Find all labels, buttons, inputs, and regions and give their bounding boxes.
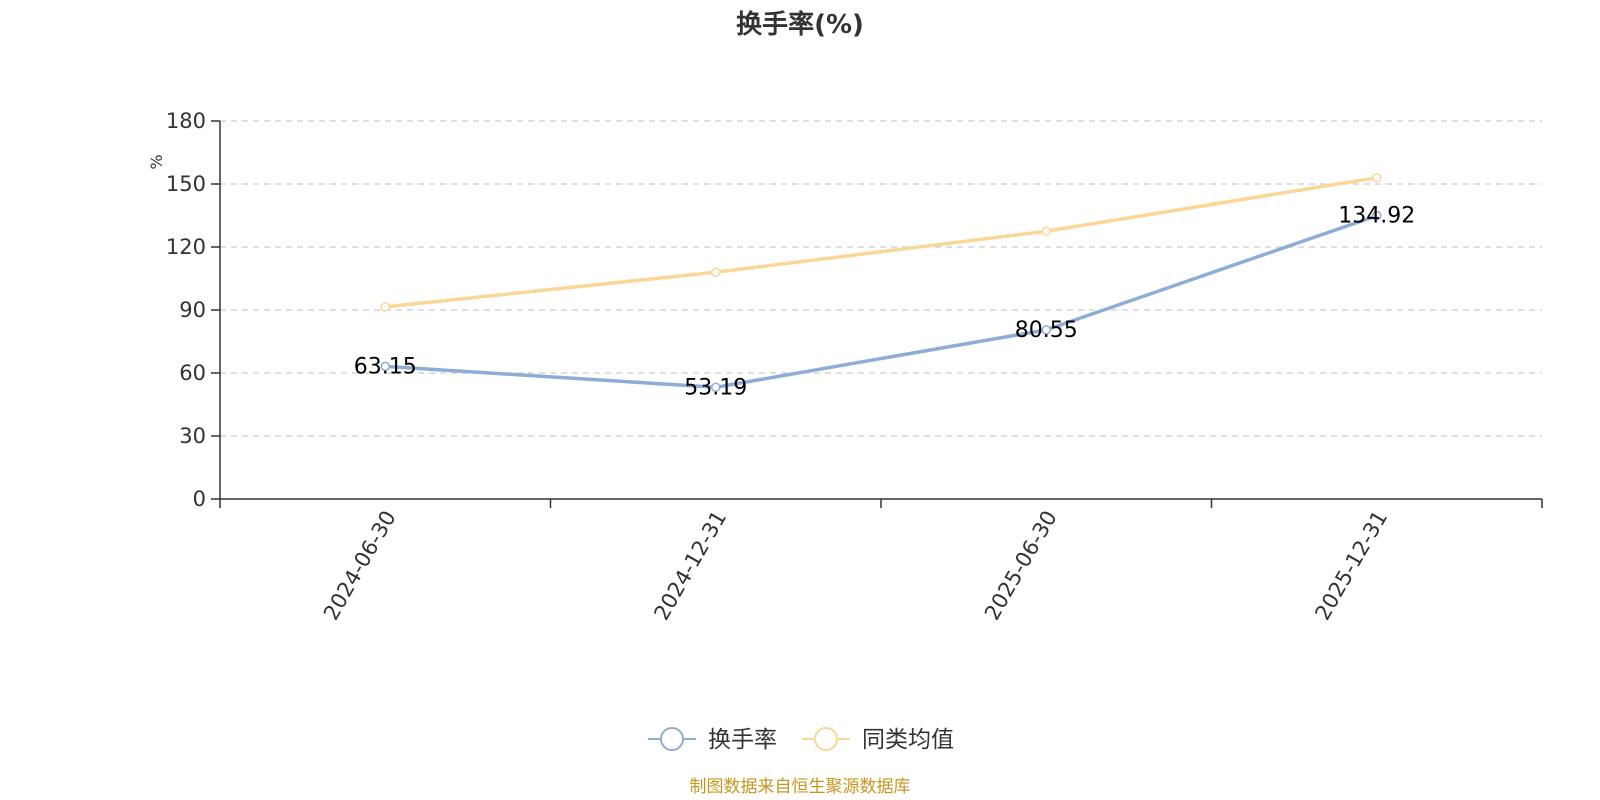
- series-1-point-3: [1372, 172, 1382, 183]
- grid-lines: [220, 120, 1542, 437]
- data-source-footer: 制图数据来自恒生聚源数据库: [690, 777, 911, 797]
- legend: 换手率 同类均值: [648, 727, 954, 753]
- data-label-3: 134.92: [1338, 204, 1415, 229]
- y-tick-label-180: 180: [166, 109, 206, 133]
- legend-marker-turnover: [660, 727, 684, 751]
- y-tick-label-0: 0: [193, 487, 206, 511]
- data-label-1: 53.19: [684, 375, 747, 400]
- series-line-0: [383, 213, 1379, 390]
- series-1-point-2: [1041, 226, 1051, 236]
- legend-label-peer-average: 同类均值: [862, 727, 954, 753]
- legend-item-peer-average[interactable]: 同类均值: [802, 727, 954, 753]
- series-lines: [380, 172, 1382, 393]
- data-label-2: 80.55: [1015, 318, 1078, 343]
- series-line-1: [383, 175, 1379, 309]
- legend-label-turnover: 换手率: [708, 727, 777, 753]
- x-tick-label-3: 2025-12-31: [1310, 507, 1392, 625]
- legend-marker-peer-average: [814, 727, 838, 751]
- y-tick-label-30: 30: [179, 424, 206, 448]
- series-0-point-3: [1372, 210, 1382, 221]
- y-tick-label-120: 120: [166, 235, 206, 259]
- series-0-point-2: [1041, 325, 1051, 335]
- x-tick-label-0: 2024-06-30: [319, 507, 401, 625]
- y-tick-label-60: 60: [179, 361, 206, 385]
- series-1-point-0: [380, 302, 390, 312]
- legend-item-turnover[interactable]: 换手率: [648, 727, 777, 753]
- chart-title: 换手率(%): [736, 9, 864, 40]
- series-1-point-1: [711, 267, 721, 277]
- y-axis-unit-label: %: [147, 154, 166, 169]
- y-tick-label-150: 150: [166, 172, 206, 196]
- x-tick-label-1: 2024-12-31: [649, 507, 731, 625]
- series-0-point-1: [711, 382, 721, 393]
- y-tick-label-90: 90: [179, 298, 206, 322]
- series-0-point-0: [380, 361, 390, 372]
- x-tick-label-2: 2025-06-30: [980, 507, 1062, 625]
- data-label-0: 63.15: [354, 354, 417, 379]
- data-labels: 63.15 53.19 80.55 134.92: [354, 204, 1415, 401]
